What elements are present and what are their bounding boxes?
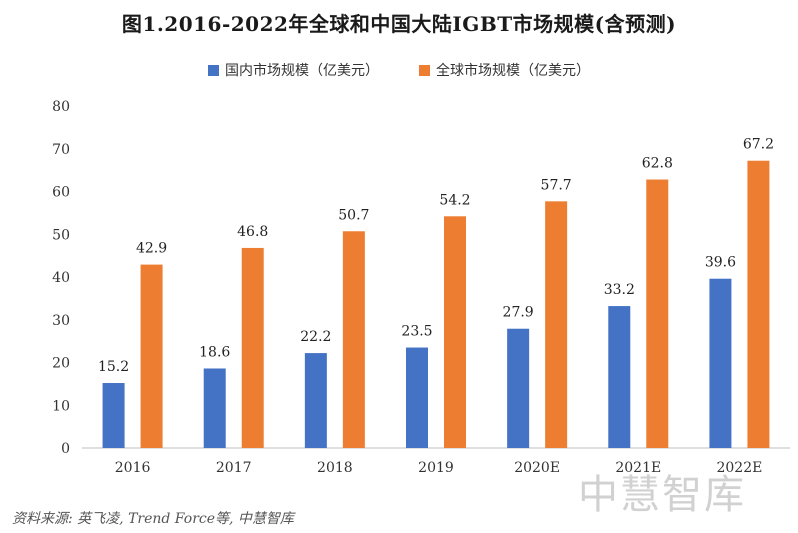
data-label-domestic: 23.5 [401,324,432,340]
data-label-domestic: 33.2 [604,282,635,298]
x-tick-label: 2017 [216,460,252,476]
y-tick-label: 0 [61,441,70,457]
y-tick-label: 50 [52,227,70,243]
data-label-global: 67.2 [743,137,774,153]
legend-item-domestic: 国内市场规模（亿美元） [208,60,379,80]
y-tick-label: 20 [52,356,70,372]
y-tick-label: 70 [52,142,70,158]
bar-domestic [709,278,732,448]
chart-title: 图1.2016-2022年全球和中国大陆IGBT市场规模(含预测) [121,12,677,36]
x-tick-label: 2022E [716,460,762,476]
x-tick-label: 2018 [317,460,353,476]
bar-global [342,231,365,448]
data-label-domestic: 27.9 [503,305,534,321]
data-label-global: 57.7 [541,177,572,193]
y-tick-label: 80 [52,99,70,115]
bar-domestic [102,383,125,448]
data-label-domestic: 39.6 [705,255,736,271]
bar-domestic [203,368,226,448]
y-tick-label: 40 [52,270,70,286]
data-label-global: 50.7 [338,207,369,223]
source-note: 资料来源: 英飞凌, Trend Force等, 中慧智库 [12,511,294,527]
data-label-global: 42.9 [136,241,167,257]
data-label-domestic: 15.2 [98,359,129,375]
legend-label-global: 全球市场规模（亿美元） [436,63,590,79]
legend-item-global: 全球市场规模（亿美元） [419,60,590,80]
bar-global [140,264,163,448]
y-tick-label: 60 [52,185,70,201]
legend-swatch-domestic [208,64,219,76]
bar-domestic [406,347,428,448]
legend-label-domestic: 国内市场规模（亿美元） [225,63,379,79]
bar-domestic [608,306,631,448]
bar-global [646,179,669,448]
x-tick-label: 2019 [418,460,454,476]
y-tick-label: 10 [52,398,70,414]
bar-domestic [304,353,327,448]
data-label-global: 62.8 [642,156,673,172]
bar-global [444,216,466,448]
bar-global [545,201,568,448]
x-tick-label: 2020E [514,460,560,476]
x-tick-label: 2021E [615,460,661,476]
legend-swatch-global [419,64,430,76]
data-label-domestic: 22.2 [300,329,331,345]
y-tick-label: 30 [52,313,70,329]
bar-domestic [507,328,530,448]
x-tick-label: 2016 [115,460,151,476]
bar-global [747,160,770,448]
data-label-global: 46.8 [237,224,268,240]
data-label-domestic: 18.6 [199,344,230,360]
bar-global [241,247,264,448]
data-label-global: 54.2 [439,192,470,208]
legend: 国内市场规模（亿美元） 全球市场规模（亿美元） [0,60,798,80]
watermark: 中慧智库 [578,472,746,518]
